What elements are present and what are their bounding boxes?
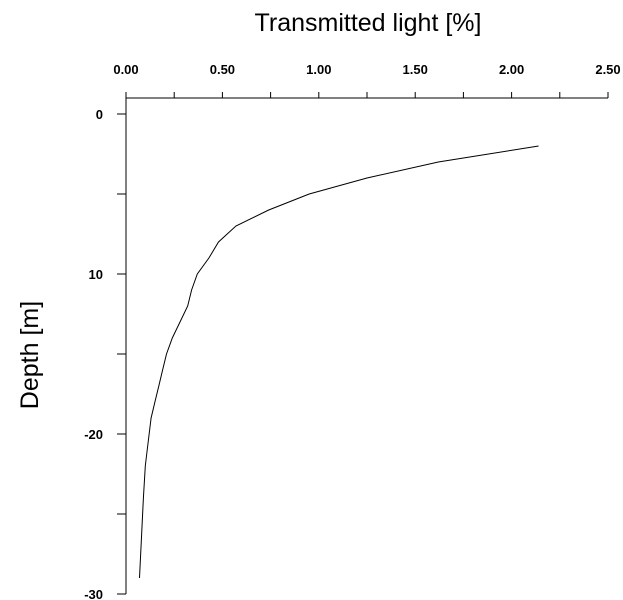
y-tick-label: -30 [84, 587, 103, 600]
y-axis-ticks: 0 10 -20 -30 [84, 107, 126, 600]
y-axis-title: Depth [m] [16, 301, 44, 409]
x-tick-label: 0.00 [113, 62, 138, 77]
y-tick-label: 0 [96, 107, 103, 122]
series-line [139, 145, 539, 579]
series-layer [139, 145, 539, 579]
x-axis-title: Transmitted light [%] [255, 9, 482, 37]
x-tick-label: 1.00 [306, 62, 331, 77]
x-tick-label: 2.50 [595, 62, 620, 77]
x-tick-label: 2.00 [499, 62, 524, 77]
y-tick-label: 10 [89, 267, 103, 282]
x-tick-label: 1.50 [403, 62, 428, 77]
y-tick-label: -20 [84, 427, 103, 442]
x-axis-ticks: 0.00 0.50 1.00 1.50 2.00 2.50 [113, 62, 621, 98]
x-tick-label: 0.50 [210, 62, 235, 77]
